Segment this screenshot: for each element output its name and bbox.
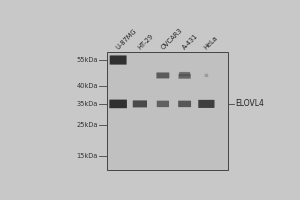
Text: U-87MG: U-87MG xyxy=(115,28,138,51)
FancyBboxPatch shape xyxy=(198,100,214,108)
Text: HeLa: HeLa xyxy=(203,35,219,51)
Text: HT-29: HT-29 xyxy=(137,33,154,51)
FancyBboxPatch shape xyxy=(157,101,169,107)
Text: A-431: A-431 xyxy=(182,33,200,51)
FancyBboxPatch shape xyxy=(133,100,147,107)
Text: 25kDa: 25kDa xyxy=(76,122,98,128)
Bar xyxy=(107,52,228,170)
FancyBboxPatch shape xyxy=(178,74,191,79)
Text: 55kDa: 55kDa xyxy=(76,57,98,63)
FancyBboxPatch shape xyxy=(205,74,208,77)
Text: 15kDa: 15kDa xyxy=(76,153,98,159)
Text: 40kDa: 40kDa xyxy=(76,83,98,89)
FancyBboxPatch shape xyxy=(156,72,169,78)
Text: OVCAR3: OVCAR3 xyxy=(160,27,184,51)
FancyBboxPatch shape xyxy=(178,101,191,107)
FancyBboxPatch shape xyxy=(179,72,190,76)
FancyBboxPatch shape xyxy=(110,55,127,65)
Text: ELOVL4: ELOVL4 xyxy=(235,99,264,108)
FancyBboxPatch shape xyxy=(110,100,127,108)
Text: 35kDa: 35kDa xyxy=(76,101,98,107)
